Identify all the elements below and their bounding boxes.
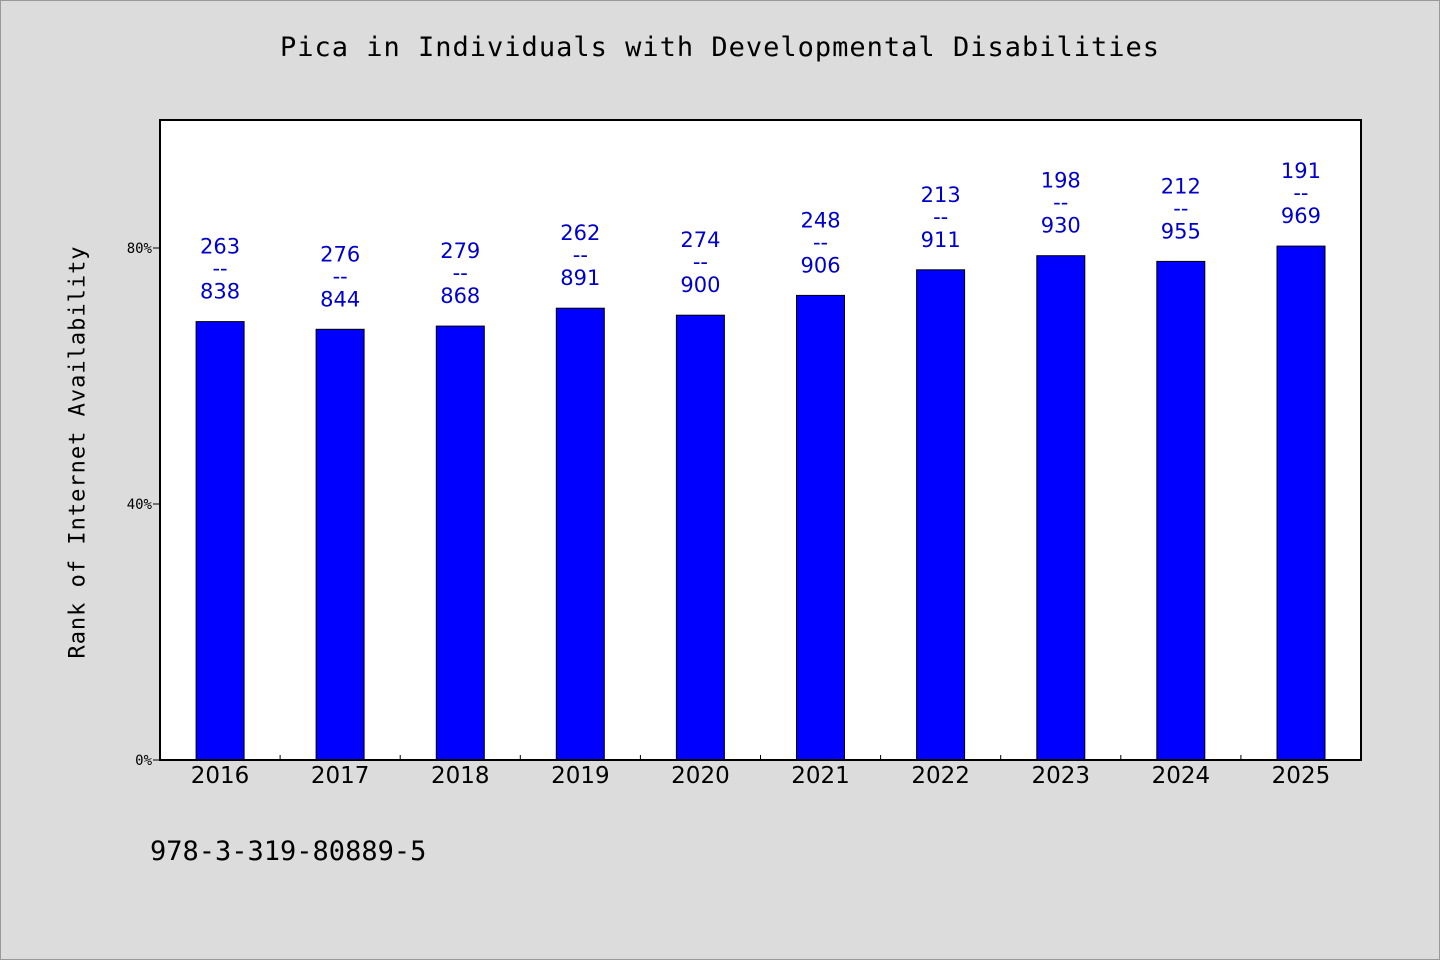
data-label: -- bbox=[1293, 181, 1308, 205]
data-label: -- bbox=[333, 264, 348, 288]
data-label: 906 bbox=[801, 253, 841, 277]
x-tick-label: 2018 bbox=[431, 763, 490, 789]
data-label: 900 bbox=[680, 273, 720, 297]
data-label: -- bbox=[573, 243, 588, 267]
data-label: -- bbox=[1053, 191, 1068, 215]
bar-2020 bbox=[675, 314, 725, 761]
data-label: 911 bbox=[921, 228, 961, 252]
data-label: -- bbox=[1173, 196, 1188, 220]
bar-2022 bbox=[916, 269, 966, 761]
data-label: -- bbox=[453, 261, 468, 285]
data-label: -- bbox=[693, 250, 708, 274]
data-label: 198 bbox=[1041, 169, 1081, 193]
bar-2016 bbox=[195, 321, 245, 761]
data-label: 955 bbox=[1161, 219, 1201, 243]
y-tick-label: 0% bbox=[135, 753, 152, 769]
x-tick-label: 2021 bbox=[791, 763, 850, 789]
x-tick-label: 2016 bbox=[191, 763, 250, 789]
chart-title: Pica in Individuals with Developmental D… bbox=[279, 32, 1161, 63]
bar-2019 bbox=[555, 307, 605, 761]
bar-2024 bbox=[1156, 260, 1206, 761]
data-label: 279 bbox=[440, 239, 480, 263]
data-label: -- bbox=[212, 257, 227, 281]
data-label: 969 bbox=[1281, 204, 1321, 228]
bar-2025 bbox=[1276, 245, 1326, 761]
data-label: 263 bbox=[200, 235, 240, 259]
x-tick-label: 2024 bbox=[1152, 763, 1211, 789]
data-label: 248 bbox=[801, 208, 841, 232]
bar-2018 bbox=[435, 325, 485, 761]
data-label: 930 bbox=[1041, 214, 1081, 238]
data-label: 891 bbox=[560, 266, 600, 290]
data-label: 838 bbox=[200, 280, 240, 304]
x-tick-label: 2023 bbox=[1031, 763, 1090, 789]
y-tick-label: 40% bbox=[127, 497, 153, 513]
footnote-isbn: 978-3-319-80889-5 bbox=[150, 836, 427, 867]
data-label: 276 bbox=[320, 242, 360, 266]
data-label: 212 bbox=[1161, 174, 1201, 198]
bar-2021 bbox=[796, 294, 845, 761]
data-label: 844 bbox=[320, 287, 360, 311]
data-label: 274 bbox=[680, 228, 720, 252]
data-label: 213 bbox=[921, 183, 961, 207]
x-tick-label: 2020 bbox=[671, 763, 730, 789]
x-tick-label: 2017 bbox=[311, 763, 370, 789]
y-tick-label: 80% bbox=[127, 241, 153, 257]
x-tick-label: 2022 bbox=[911, 763, 970, 789]
data-label: 868 bbox=[440, 284, 480, 308]
data-label: -- bbox=[813, 230, 828, 254]
bar-2017 bbox=[315, 328, 365, 761]
bar-2023 bbox=[1036, 255, 1086, 761]
x-tick-label: 2025 bbox=[1272, 763, 1331, 789]
data-label: -- bbox=[933, 205, 948, 229]
data-label: 191 bbox=[1281, 159, 1321, 183]
x-tick-label: 2019 bbox=[551, 763, 610, 789]
data-label: 262 bbox=[560, 221, 600, 245]
